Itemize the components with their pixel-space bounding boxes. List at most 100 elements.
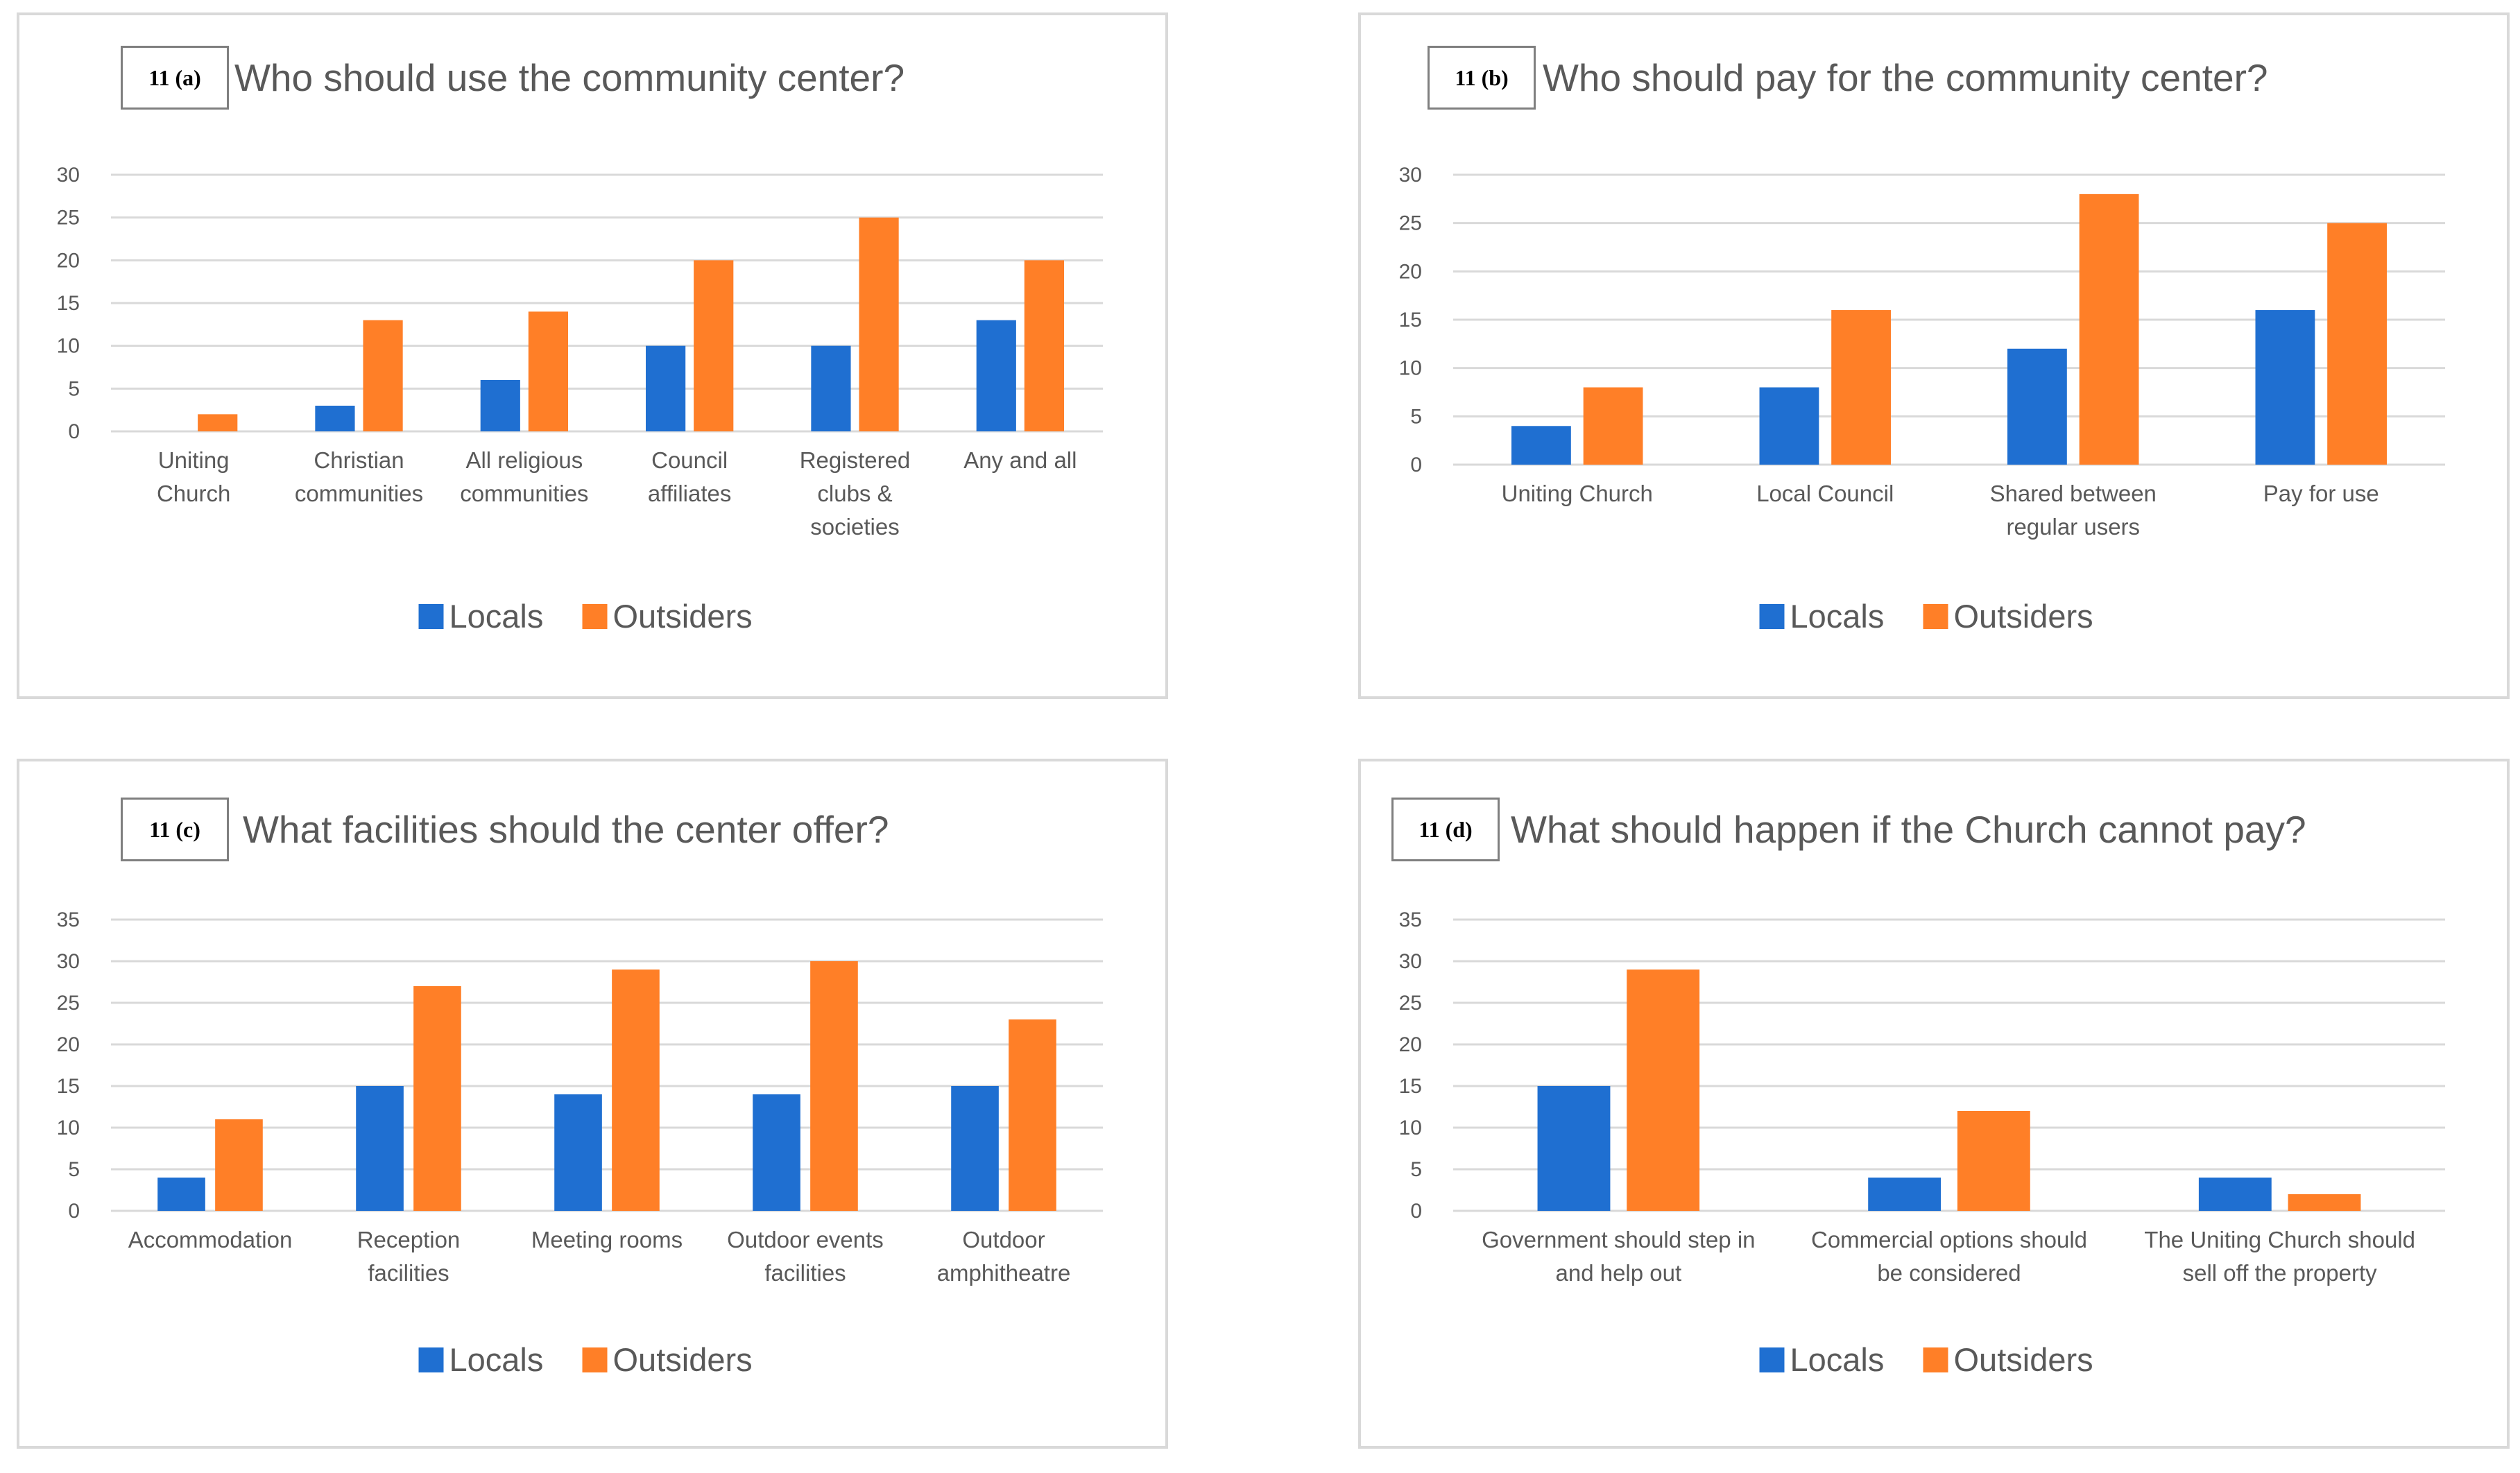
chart-tag: 11 (a) — [121, 46, 229, 110]
x-category-label: Government should step in and help out — [1482, 1227, 1755, 1286]
chart-title: Who should use the community center? — [234, 56, 905, 99]
x-category-label: Christian communities — [295, 447, 423, 506]
y-tick-label: 20 — [1399, 1033, 1422, 1056]
bar-locals-3 — [2255, 310, 2315, 465]
legend-label-locals: Locals — [1790, 598, 1885, 635]
y-tick-label: 25 — [1399, 992, 1422, 1015]
legend-label-outsiders: Outsiders — [613, 1341, 753, 1378]
legend-label-locals: Locals — [449, 598, 544, 635]
y-tick-label: 5 — [1410, 405, 1422, 428]
y-tick-label: 15 — [1399, 1075, 1422, 1098]
bar-locals-3 — [646, 345, 686, 431]
y-tick-label: 0 — [68, 420, 80, 443]
y-tick-label: 0 — [1410, 454, 1422, 476]
x-category-label: All religious communities — [460, 447, 588, 506]
y-tick-label: 25 — [57, 207, 80, 230]
legend-swatch-outsiders — [1923, 1347, 1948, 1372]
y-tick-label: 25 — [57, 992, 80, 1015]
y-tick-label: 5 — [68, 377, 80, 400]
x-category-label: Outdoor amphitheatre — [937, 1227, 1071, 1286]
y-tick-label: 15 — [1399, 309, 1422, 331]
x-category-label: Local Council — [1756, 481, 1894, 506]
x-category-label: Meeting rooms — [531, 1227, 683, 1252]
bar-outsiders-0 — [215, 1119, 263, 1211]
bar-outsiders-1 — [1957, 1111, 2030, 1211]
legend-swatch-outsiders — [1923, 604, 1948, 629]
x-category-label: Uniting Church — [157, 447, 230, 506]
legend-label-outsiders: Outsiders — [613, 598, 753, 635]
bar-locals-0 — [1511, 426, 1571, 465]
bar-locals-0 — [1537, 1086, 1611, 1211]
chart-title: What should happen if the Church cannot … — [1511, 808, 2306, 851]
chart-title: What facilities should the center offer? — [243, 808, 889, 851]
legend-swatch-outsiders — [582, 604, 608, 629]
legend-swatch-locals — [1759, 1347, 1785, 1372]
bar-outsiders-4 — [859, 217, 899, 431]
bar-locals-4 — [811, 345, 851, 431]
legend-label-locals: Locals — [449, 1341, 544, 1378]
bar-locals-1 — [315, 406, 355, 431]
bar-outsiders-0 — [1583, 387, 1643, 465]
y-tick-label: 10 — [1399, 357, 1422, 380]
bar-outsiders-2 — [2079, 193, 2139, 465]
bar-locals-1 — [1759, 387, 1819, 465]
bar-locals-2 — [480, 380, 520, 431]
x-category-label: Registered clubs & societies — [800, 447, 911, 540]
y-tick-label: 30 — [1399, 164, 1422, 187]
bar-outsiders-3 — [810, 961, 858, 1211]
y-tick-label: 10 — [57, 1117, 80, 1139]
bar-outsiders-0 — [1627, 970, 1700, 1211]
y-tick-label: 0 — [1410, 1200, 1422, 1223]
x-category-label: Outdoor events facilities — [727, 1227, 884, 1286]
bar-locals-1 — [356, 1086, 404, 1211]
y-tick-label: 15 — [57, 292, 80, 315]
legend-swatch-outsiders — [582, 1347, 608, 1372]
y-tick-label: 5 — [68, 1158, 80, 1181]
x-category-label: Commercial options should be considered — [1811, 1227, 2087, 1286]
x-category-label: Council affiliates — [648, 447, 731, 506]
bar-outsiders-1 — [363, 320, 403, 431]
chart-panel-a: 11 (a) Who should use the community cent… — [17, 12, 1168, 699]
y-tick-label: 30 — [57, 164, 80, 187]
x-category-label: Pay for use — [2263, 481, 2379, 506]
legend-swatch-locals — [418, 604, 444, 629]
legend-swatch-locals — [418, 1347, 444, 1372]
legend-label-locals: Locals — [1790, 1341, 1885, 1378]
bar-locals-3 — [753, 1094, 800, 1211]
bar-outsiders-1 — [413, 986, 461, 1211]
bar-outsiders-2 — [612, 970, 660, 1211]
y-tick-label: 20 — [57, 249, 80, 272]
chart-panel-b: 11 (b) Who should pay for the community … — [1358, 12, 2510, 699]
bar-outsiders-2 — [2288, 1194, 2361, 1211]
legend-label-outsiders: Outsiders — [1954, 598, 2093, 635]
bar-locals-0 — [157, 1178, 205, 1211]
bar-outsiders-0 — [198, 414, 238, 431]
y-tick-label: 0 — [68, 1200, 80, 1223]
chart-tag: 11 (c) — [121, 798, 229, 861]
bar-outsiders-2 — [528, 311, 568, 431]
x-category-label: The Uniting Church should sell off the pr… — [2144, 1227, 2415, 1286]
y-tick-label: 35 — [1399, 908, 1422, 931]
bar-locals-2 — [554, 1094, 602, 1211]
y-tick-label: 35 — [57, 908, 80, 931]
chart-tag: 11 (b) — [1428, 46, 1536, 110]
y-tick-label: 15 — [57, 1075, 80, 1098]
y-tick-label: 10 — [1399, 1117, 1422, 1139]
bar-locals-2 — [2007, 348, 2067, 465]
y-tick-label: 30 — [57, 950, 80, 973]
bar-locals-4 — [951, 1086, 999, 1211]
x-category-label: Shared between regular users — [1990, 481, 2157, 540]
x-category-label: Uniting Church — [1502, 481, 1653, 506]
y-tick-label: 5 — [1410, 1158, 1422, 1181]
bar-locals-2 — [2198, 1178, 2272, 1211]
chart-title: Who should pay for the community center? — [1543, 56, 2268, 99]
y-tick-label: 20 — [1399, 260, 1422, 283]
y-tick-label: 20 — [57, 1033, 80, 1056]
bar-locals-5 — [976, 320, 1016, 431]
bar-outsiders-4 — [1009, 1019, 1056, 1211]
bar-outsiders-1 — [1831, 310, 1891, 465]
